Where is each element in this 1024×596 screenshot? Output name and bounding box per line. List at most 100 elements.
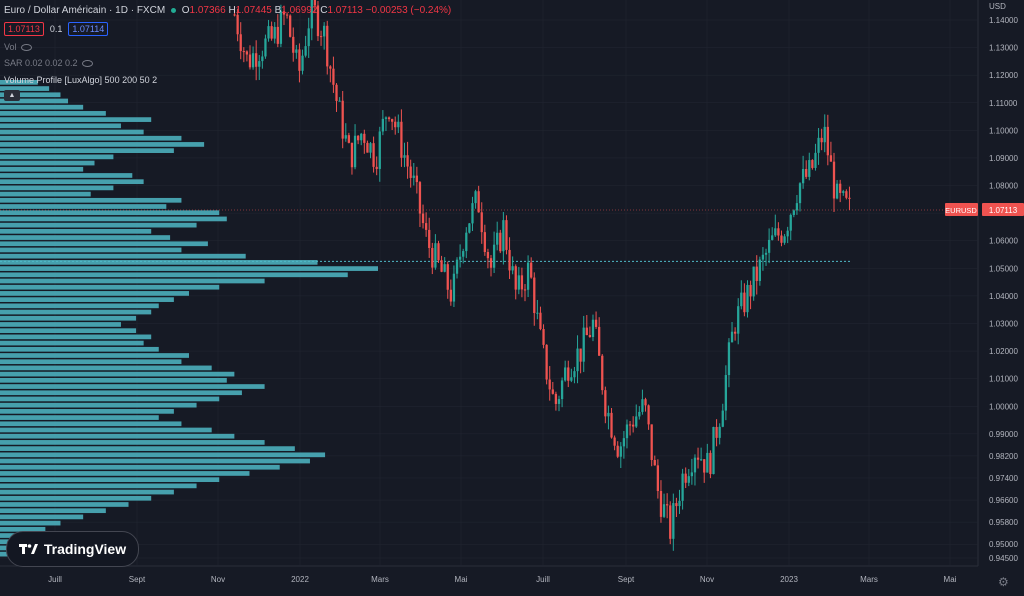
volume-profile-bar xyxy=(0,272,348,278)
candle-body xyxy=(418,182,422,214)
volume-profile-bar xyxy=(0,433,235,439)
candle-body xyxy=(502,220,505,252)
candle-body xyxy=(292,36,295,53)
volume-profile-bar xyxy=(0,278,265,284)
candle-body xyxy=(489,258,493,268)
y-tick-label: 1.10000 xyxy=(989,126,1018,135)
volume-profile-bar xyxy=(0,377,227,383)
symbol-title[interactable]: Euro / Dollar Américain · 1D · FXCM xyxy=(4,5,166,16)
eye-hidden-icon[interactable] xyxy=(81,60,93,68)
volume-profile-bar xyxy=(0,297,174,302)
candle-body xyxy=(835,183,839,199)
candle-body xyxy=(573,371,576,378)
candle-body xyxy=(786,230,789,237)
candle-body xyxy=(814,152,817,168)
currency-label: USD xyxy=(989,2,1006,11)
candle-body xyxy=(499,232,502,252)
candle-body xyxy=(267,26,270,39)
x-tick-label: Mars xyxy=(371,575,389,584)
candle-body xyxy=(783,236,786,243)
candle-body xyxy=(406,155,409,167)
volume-profile-bar xyxy=(0,520,61,526)
candle-body xyxy=(298,49,301,71)
candle-body xyxy=(505,220,508,250)
symbol-tag-box xyxy=(945,203,978,217)
sell-button[interactable]: 1.07113 xyxy=(4,22,44,36)
indicator-sar[interactable]: SAR 0.02 0.02 0.2 xyxy=(4,58,93,68)
candle-body xyxy=(551,389,554,394)
candle-body xyxy=(511,266,514,271)
candle-body xyxy=(446,264,449,290)
candle-body xyxy=(255,53,258,67)
ohlc-high-value: 1.07445 xyxy=(235,5,272,16)
volume-profile-bar xyxy=(0,309,152,315)
candle-body xyxy=(353,135,357,168)
volume-profile-bar xyxy=(0,446,295,451)
indicator-volume-profile[interactable]: Volume Profile [LuxAlgo] 500 200 50 2 xyxy=(4,75,157,85)
y-tick-label: 1.06000 xyxy=(989,237,1018,246)
volume-profile-bar xyxy=(0,154,114,160)
price-change: −0.00253 (−0.24%) xyxy=(365,5,452,16)
volume-profile-bar xyxy=(0,216,227,222)
gear-icon[interactable]: ⚙ xyxy=(998,575,1009,589)
tradingview-logo-icon xyxy=(18,544,38,554)
candle-body xyxy=(666,504,669,506)
candle-body xyxy=(743,292,746,313)
y-tick-label: 0.94500 xyxy=(989,554,1018,563)
volume-profile-bar xyxy=(0,228,152,234)
candle-body xyxy=(403,155,406,158)
logo-text: TradingView xyxy=(43,541,127,557)
candle-body xyxy=(285,14,289,16)
y-tick-label: 1.11000 xyxy=(989,99,1018,108)
volume-profile-bar xyxy=(0,204,167,209)
volume-profile-bar xyxy=(0,291,189,296)
candle-body xyxy=(319,36,323,38)
candle-body xyxy=(582,327,585,362)
candle-body xyxy=(598,326,601,356)
candle-body xyxy=(638,411,641,417)
candle-body xyxy=(474,191,477,204)
volume-profile-bar xyxy=(0,111,106,116)
candle-body xyxy=(301,55,304,71)
volume-profile-bar xyxy=(0,353,189,358)
candle-body xyxy=(669,505,672,539)
candle-body xyxy=(752,266,755,297)
candle-body xyxy=(737,306,740,334)
candle-body xyxy=(332,68,335,85)
candle-body xyxy=(233,14,236,16)
candle-body xyxy=(523,289,527,291)
candle-body xyxy=(703,459,706,473)
volume-profile-bar xyxy=(0,526,46,532)
candle-body xyxy=(449,289,452,302)
spread-value: 0.1 xyxy=(49,24,63,34)
volume-profile-bar xyxy=(0,409,174,414)
last-price-tag-label: 1.07113 xyxy=(989,206,1018,215)
candle-body xyxy=(687,476,690,483)
buy-button[interactable]: 1.07114 xyxy=(68,22,109,36)
candle-body xyxy=(539,312,542,330)
candle-body xyxy=(616,445,619,457)
candle-body xyxy=(591,319,595,337)
candle-body xyxy=(397,121,400,128)
candle-body xyxy=(412,175,415,178)
volume-profile-bar xyxy=(0,384,265,389)
volume-profile-bar xyxy=(0,104,84,110)
tradingview-logo[interactable]: TradingView xyxy=(6,531,139,567)
candle-body xyxy=(536,312,539,314)
volume-profile-bar xyxy=(0,284,220,290)
candle-body xyxy=(764,252,768,255)
candle-body xyxy=(390,119,394,122)
indicator-vol[interactable]: Vol xyxy=(4,42,32,52)
candle-body xyxy=(415,175,418,183)
eye-hidden-icon[interactable] xyxy=(20,44,32,52)
candle-body xyxy=(526,262,530,290)
candle-body xyxy=(248,54,252,68)
candle-body xyxy=(588,335,592,337)
collapse-legend-button[interactable]: ▲ xyxy=(4,90,20,101)
volume-profile-bar xyxy=(0,421,182,427)
volume-profile-bar xyxy=(0,260,318,265)
candle-body xyxy=(245,51,249,55)
candle-body xyxy=(384,117,388,119)
